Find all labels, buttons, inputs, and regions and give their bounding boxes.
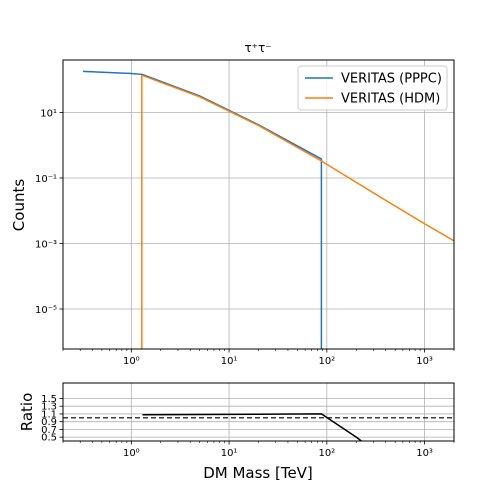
ratio-x-tick-label: 10² [318, 448, 335, 459]
ratio-plot-panel: 10⁰ 10¹ 10² 10³ 0.50.70.91.11.31.5 Ratio DM … [18, 382, 455, 482]
main-series-group [82, 70, 454, 349]
main-y-tick-label: 10⁻⁵ [35, 305, 57, 316]
x-axis-label: DM Mass [TeV] [203, 464, 313, 482]
main-y-tick-label: 10⁻³ [35, 239, 57, 250]
legend-label-hdm: VERITAS (HDM) [341, 92, 440, 107]
main-ticks: 10¹ 10⁻¹ 10⁻³ 10⁻⁵ 10⁰ 10¹ 10² 10³ [35, 108, 455, 367]
legend-box [297, 65, 448, 111]
ratio-series-group [63, 413, 454, 441]
ratio-x-tick-label: 10³ [416, 448, 433, 459]
ratio-y-tick-label: 0.5 [41, 433, 57, 444]
main-x-tick-label: 10³ [416, 356, 433, 367]
series-line-pppc [82, 70, 323, 349]
main-y-axis-label: Counts [10, 179, 28, 232]
main-chart-title: τ⁺τ⁻ [244, 41, 271, 55]
main-x-tick-label: 10² [318, 356, 335, 367]
main-x-tick-label: 10⁰ [123, 356, 140, 367]
ratio-series-line [142, 413, 363, 441]
legend: VERITAS (PPPC) VERITAS (HDM) [297, 65, 448, 111]
main-y-tick-label: 10⁻¹ [35, 174, 57, 185]
ratio-y-tick-label: 1.1 [41, 409, 57, 420]
main-x-tick-label: 10¹ [221, 356, 238, 367]
legend-label-pppc: VERITAS (PPPC) [341, 72, 442, 87]
main-y-tick-label: 10¹ [40, 108, 57, 119]
ratio-x-tick-label: 10⁰ [123, 448, 140, 459]
ratio-y-tick-label: 1.5 [41, 394, 57, 405]
ratio-x-tick-label: 10¹ [221, 448, 238, 459]
ratio-ticks: 10⁰ 10¹ 10² 10³ 0.50.70.91.11.31.5 [41, 394, 455, 459]
ratio-y-tick-label: 1.3 [41, 402, 57, 413]
ratio-plot-frame [62, 382, 455, 442]
ratio-y-tick-label: 0.7 [41, 425, 57, 436]
ratio-gridlines [63, 383, 454, 441]
series-line-hdm [141, 74, 454, 349]
ratio-y-tick-label: 0.9 [41, 417, 57, 428]
ratio-y-axis-label: Ratio [18, 393, 36, 432]
